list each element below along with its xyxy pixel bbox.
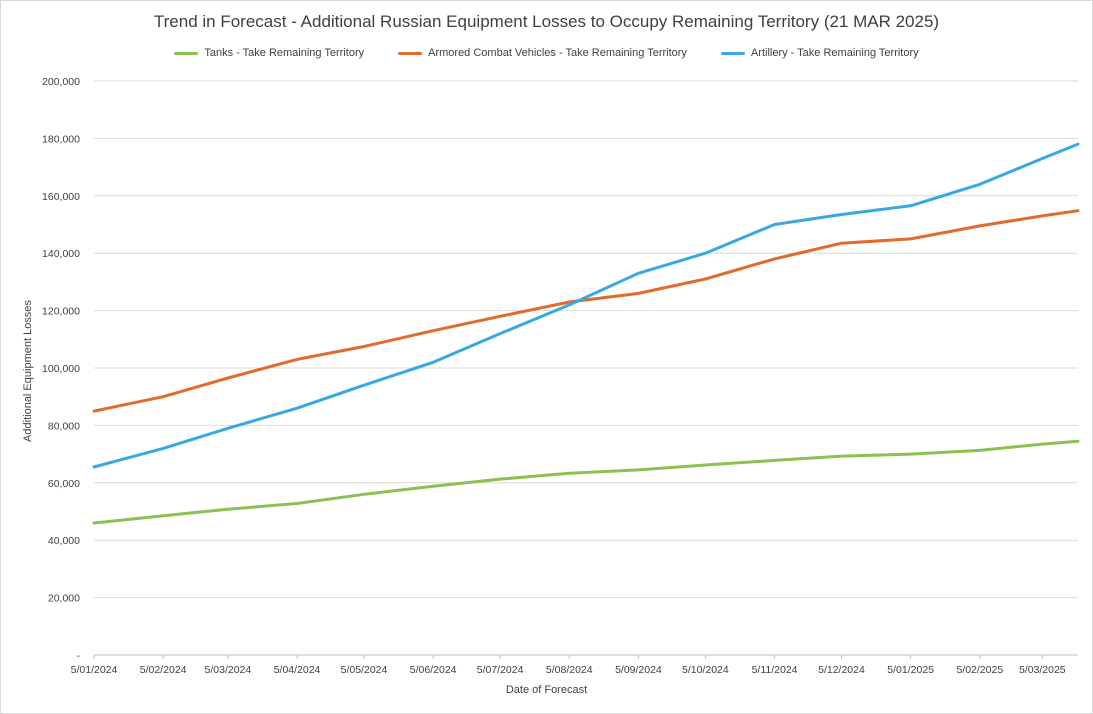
y-tick-label: 140,000 [42, 248, 80, 260]
y-tick-label: 120,000 [42, 306, 80, 318]
chart-title: Trend in Forecast - Additional Russian E… [153, 12, 940, 31]
x-tick-label: 5/08/2024 [546, 664, 593, 676]
x-tick-label: 5/11/2024 [752, 664, 798, 676]
legend-label-tanks: Tanks - Take Remaining Territory [204, 47, 365, 59]
x-tick-label: 5/09/2024 [615, 664, 662, 676]
x-tick-label: 5/04/2024 [274, 664, 321, 676]
y-tick-label: - [77, 650, 81, 662]
x-tick-label: 5/01/2024 [71, 664, 118, 676]
legend-item-tanks: Tanks - Take Remaining Territory [174, 47, 364, 59]
y-tick-label: 40,000 [48, 535, 80, 547]
x-tick-label: 5/06/2024 [410, 664, 457, 676]
x-tick-label: 5/03/2025 [1019, 664, 1066, 676]
x-tick-label: 5/02/2025 [956, 664, 1003, 676]
series-line-tanks [92, 439, 1080, 525]
x-tick-label: 5/10/2024 [682, 664, 729, 676]
series-lines [92, 142, 1080, 525]
legend-swatch-tanks [174, 51, 199, 55]
series-line-acv [92, 209, 1080, 413]
y-tick-labels: - 20,000 40,000 60,000 80,000 100,000 120,000 1… [42, 76, 80, 662]
y-axis-label: Additional Equipment Losses [22, 300, 34, 442]
y-tick-label: 60,000 [48, 478, 80, 490]
legend-label-artillery: Artillery - Take Remaining Territory [750, 47, 919, 59]
x-tick-label: 5/03/2024 [205, 664, 252, 676]
y-tick-label: 180,000 [42, 133, 80, 145]
legend-swatch-artillery [720, 51, 745, 55]
x-tick-label: 5/07/2024 [477, 664, 524, 676]
y-tick-label: 80,000 [48, 420, 80, 432]
y-tick-label: 160,000 [42, 191, 80, 203]
x-tick-label: 5/02/2024 [140, 664, 187, 676]
x-tick-label: 5/05/2024 [341, 664, 388, 676]
series-line-artillery [92, 142, 1080, 469]
legend-label-acv: Armored Combat Vehicles - Take Remaining… [428, 47, 687, 59]
y-tick-label: 100,000 [42, 363, 80, 375]
x-axis-label: Date of Forecast [505, 684, 588, 696]
gridlines [94, 80, 1078, 656]
y-tick-label: 20,000 [48, 593, 80, 605]
chart-legend: Tanks - Take Remaining Territory Armored… [1, 47, 1092, 59]
legend-item-artillery: Artillery - Take Remaining Territory [720, 47, 919, 59]
y-tick-label: 200,000 [42, 76, 80, 88]
legend-swatch-acv [398, 51, 423, 55]
legend-item-acv: Armored Combat Vehicles - Take Remaining… [398, 47, 687, 59]
x-tick-label: 5/01/2025 [887, 664, 934, 676]
x-tick-labels: 5/01/2024 5/02/2024 5/03/2024 5/04/2024 5/05… [71, 655, 1066, 676]
x-tick-label: 5/12/2024 [818, 664, 865, 676]
